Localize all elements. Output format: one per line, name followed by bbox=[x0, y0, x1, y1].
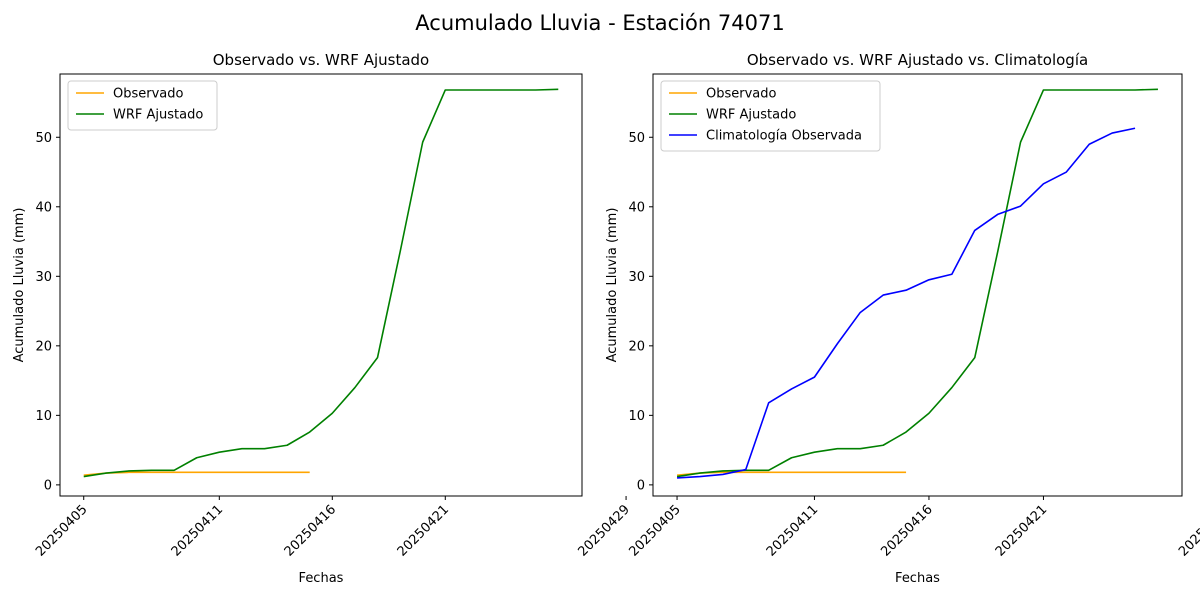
x-tick-label: 20250416 bbox=[878, 502, 935, 559]
axes-frame bbox=[652, 73, 1183, 497]
x-tick-label: 20250405 bbox=[33, 502, 90, 559]
x-tick-label: 20250429 bbox=[1176, 502, 1200, 559]
right-chart-panel: 0 10 20 30 40 50 20250405 20250411 20250416 20250… bbox=[605, 51, 1200, 586]
y-tick-label: 30 bbox=[628, 270, 645, 285]
series-line-climatolog-a-observada bbox=[677, 127, 1136, 479]
x-tick-label: 20250416 bbox=[282, 502, 339, 559]
x-tick-label: 20250411 bbox=[169, 502, 226, 559]
left-chart-panel: 0 10 20 30 40 50 20250405 20250411 20250416 20250… bbox=[12, 51, 633, 586]
figure-suptitle: Acumulado Lluvia - Estación 74071 bbox=[415, 11, 784, 35]
y-axis-label: Acumulado Lluvia (mm) bbox=[12, 208, 27, 363]
legend-entry: WRF Ajustado bbox=[706, 108, 796, 123]
y-tick-label: 10 bbox=[35, 409, 52, 424]
series-line-observado bbox=[83, 471, 310, 476]
y-tick-label: 30 bbox=[35, 270, 52, 285]
y-tick-label: 50 bbox=[35, 131, 52, 146]
y-tick-label: 40 bbox=[35, 200, 52, 215]
legend-box bbox=[660, 80, 881, 152]
x-tick-label: 20250429 bbox=[575, 502, 632, 559]
y-axis-label: Acumulado Lluvia (mm) bbox=[605, 208, 620, 363]
y-tick-label: 10 bbox=[628, 409, 645, 424]
x-tick-label: 20250421 bbox=[395, 502, 452, 559]
axes-frame bbox=[59, 73, 583, 497]
series-line-wrf-ajustado bbox=[83, 88, 559, 478]
x-tick-label: 20250411 bbox=[764, 502, 821, 559]
y-tick-label: 20 bbox=[35, 339, 52, 354]
y-tick-label: 0 bbox=[44, 478, 52, 493]
x-tick-label: 20250421 bbox=[993, 502, 1050, 559]
x-axis-label: Fechas bbox=[299, 571, 344, 586]
y-tick-label: 0 bbox=[637, 478, 645, 493]
legend-entry: WRF Ajustado bbox=[113, 108, 203, 123]
x-axis-label: Fechas bbox=[895, 571, 940, 586]
legend-entry: Climatología Observada bbox=[706, 129, 862, 144]
chart-title: Observado vs. WRF Ajustado vs. Climatolo… bbox=[747, 51, 1088, 69]
y-tick-label: 20 bbox=[628, 339, 645, 354]
chart-title: Observado vs. WRF Ajustado bbox=[213, 51, 429, 69]
legend-entry: Observado bbox=[113, 87, 184, 102]
legend-entry: Observado bbox=[706, 87, 777, 102]
series-line-observado bbox=[676, 471, 907, 476]
y-tick-label: 40 bbox=[628, 200, 645, 215]
series-line-wrf-ajustado bbox=[676, 88, 1158, 478]
legend-box bbox=[67, 80, 218, 131]
y-tick-label: 50 bbox=[628, 131, 645, 146]
x-tick-label: 20250405 bbox=[626, 502, 683, 559]
